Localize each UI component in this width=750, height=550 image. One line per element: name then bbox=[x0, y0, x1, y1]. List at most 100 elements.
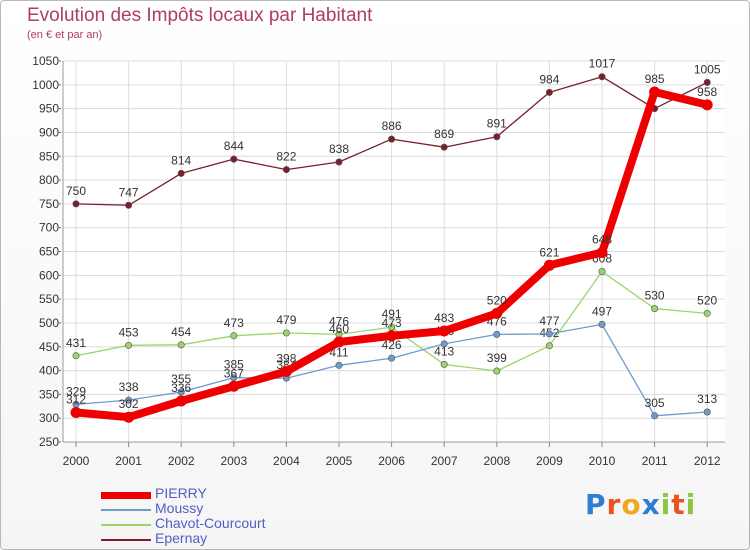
data-point bbox=[703, 309, 711, 317]
logo-letter: t bbox=[671, 488, 686, 521]
legend-label: Epernay bbox=[155, 530, 208, 546]
legend-swatch bbox=[101, 509, 151, 511]
data-point bbox=[177, 169, 185, 177]
x-tick-label: 2001 bbox=[115, 454, 142, 468]
legend-label: PIERRY bbox=[155, 485, 207, 501]
data-point bbox=[177, 341, 185, 349]
data-label: 367 bbox=[224, 366, 244, 380]
y-tick-label: 750 bbox=[39, 197, 59, 211]
data-point bbox=[651, 412, 659, 420]
logo-letter: i bbox=[685, 488, 697, 521]
data-point bbox=[438, 325, 450, 337]
data-point bbox=[545, 88, 553, 96]
logo-letter: i bbox=[660, 488, 672, 521]
data-label: 479 bbox=[276, 313, 296, 327]
x-tick-label: 2006 bbox=[378, 454, 405, 468]
data-point bbox=[282, 166, 290, 174]
y-tick-label: 950 bbox=[39, 102, 59, 116]
y-tick-label: 1050 bbox=[32, 54, 59, 68]
logo-letter: r bbox=[606, 488, 622, 521]
legend-swatch bbox=[101, 524, 151, 526]
data-point bbox=[649, 86, 661, 98]
data-label: 520 bbox=[487, 293, 507, 307]
legend-item: Epernay bbox=[101, 530, 401, 547]
data-point bbox=[282, 329, 290, 337]
data-point bbox=[388, 354, 396, 362]
data-point bbox=[703, 78, 711, 86]
legend-label: Chavot-Courcourt bbox=[155, 515, 266, 531]
x-tick-label: 2010 bbox=[589, 454, 616, 468]
data-label: 483 bbox=[434, 311, 454, 325]
data-label: 302 bbox=[119, 397, 139, 411]
data-label: 413 bbox=[434, 344, 454, 358]
data-point bbox=[125, 396, 133, 404]
y-tick-label: 600 bbox=[39, 268, 59, 282]
y-tick-label: 900 bbox=[39, 125, 59, 139]
x-tick-label: 2008 bbox=[483, 454, 510, 468]
data-label: 958 bbox=[697, 85, 717, 99]
data-label: 1017 bbox=[589, 57, 616, 71]
data-label: 814 bbox=[171, 153, 191, 167]
y-tick-label: 400 bbox=[39, 364, 59, 378]
data-point bbox=[125, 201, 133, 209]
data-point bbox=[177, 388, 185, 396]
data-label: 336 bbox=[171, 381, 191, 395]
data-point bbox=[72, 200, 80, 208]
data-label: 473 bbox=[224, 316, 244, 330]
chart-title: Evolution des Impôts locaux par Habitant bbox=[27, 5, 373, 26]
proxiti-logo: Proxiti bbox=[585, 488, 696, 521]
data-point bbox=[543, 259, 555, 271]
data-point bbox=[230, 332, 238, 340]
data-point bbox=[335, 158, 343, 166]
data-label: 476 bbox=[329, 314, 349, 328]
data-point bbox=[545, 342, 553, 350]
legend-item: PIERRY bbox=[101, 485, 401, 502]
data-label: 473 bbox=[382, 316, 402, 330]
data-point bbox=[72, 352, 80, 360]
series-epernay: 750 747 814 844 822 838 886 869 891 984 1017 1005 bbox=[66, 57, 721, 209]
data-point bbox=[125, 341, 133, 349]
data-label: 313 bbox=[697, 392, 717, 406]
legend-label: Moussy bbox=[155, 500, 204, 516]
data-label: 750 bbox=[66, 184, 86, 198]
data-point bbox=[651, 305, 659, 313]
data-label: 648 bbox=[592, 232, 612, 246]
data-label: 454 bbox=[171, 325, 191, 339]
data-point bbox=[493, 133, 501, 141]
series-pierry: 312 302 336 367 398 460 473 483 520 621 648 985 958 bbox=[66, 72, 718, 423]
chart-subtitle: (en € et par an) bbox=[27, 29, 103, 41]
data-label: 460 bbox=[329, 322, 349, 336]
data-point bbox=[493, 330, 501, 338]
legend-item: Moussy bbox=[101, 500, 401, 517]
data-label: 530 bbox=[645, 289, 665, 303]
y-tick-label: 800 bbox=[39, 173, 59, 187]
data-label: 355 bbox=[171, 372, 191, 386]
legend-swatch bbox=[101, 491, 151, 499]
data-point bbox=[598, 268, 606, 276]
data-point bbox=[230, 155, 238, 163]
x-tick-label: 2005 bbox=[326, 454, 353, 468]
data-point bbox=[598, 73, 606, 81]
data-label: 453 bbox=[119, 325, 139, 339]
x-tick-label: 2002 bbox=[168, 454, 195, 468]
data-label: 869 bbox=[434, 127, 454, 141]
y-tick-label: 450 bbox=[39, 340, 59, 354]
x-tick-label: 2007 bbox=[431, 454, 458, 468]
legend-item: Chavot-Courcourt bbox=[101, 515, 401, 532]
y-tick-label: 850 bbox=[39, 149, 59, 163]
x-tick-label: 2003 bbox=[220, 454, 247, 468]
data-point bbox=[703, 408, 711, 416]
data-point bbox=[175, 395, 187, 407]
data-label: 886 bbox=[382, 119, 402, 133]
y-tick-label: 350 bbox=[39, 387, 59, 401]
legend: PIERRY Moussy Chavot-Courcourt Epernay bbox=[101, 485, 401, 547]
series-chavot-courcourt: 431453454473479476491413399452608530520 bbox=[66, 252, 718, 375]
data-point bbox=[333, 336, 345, 348]
y-tick-label: 650 bbox=[39, 245, 59, 259]
data-point bbox=[598, 320, 606, 328]
data-label: 497 bbox=[592, 304, 612, 318]
data-point bbox=[440, 360, 448, 368]
data-label: 891 bbox=[487, 117, 507, 131]
y-tick-label: 500 bbox=[39, 316, 59, 330]
